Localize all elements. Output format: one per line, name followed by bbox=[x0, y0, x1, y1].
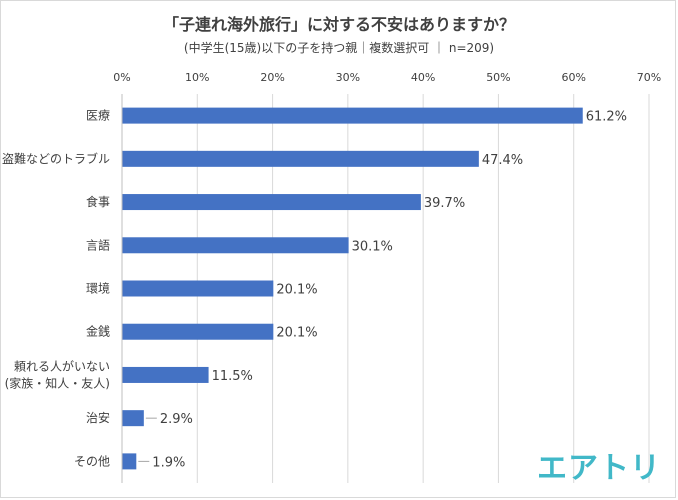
x-tick-label: 60% bbox=[561, 71, 585, 84]
bar bbox=[122, 323, 274, 340]
category-label: 盗難などのトラブル bbox=[2, 151, 110, 166]
category-label: (家族・知人・友人) bbox=[5, 375, 110, 390]
data-label: 1.9% bbox=[152, 455, 185, 470]
x-tick-label: 70% bbox=[637, 71, 661, 84]
data-label: 11.5% bbox=[212, 369, 253, 384]
bar bbox=[122, 194, 421, 211]
chart-subtitle: (中学生(15歳)以下の子を持つ親｜複数選択可 ｜ n=209) bbox=[183, 41, 495, 55]
category-label: 医療 bbox=[86, 109, 110, 123]
airtrip-logo: エアトリ bbox=[537, 451, 661, 486]
category-label: 治安 bbox=[86, 410, 110, 425]
data-label: 30.1% bbox=[352, 239, 393, 254]
data-label: 20.1% bbox=[276, 326, 317, 341]
x-tick-label: 50% bbox=[486, 71, 510, 84]
data-label: 39.7% bbox=[424, 196, 465, 211]
bar bbox=[122, 453, 137, 470]
data-label: 61.2% bbox=[586, 110, 627, 125]
x-tick-label: 10% bbox=[185, 71, 209, 84]
data-label: 2.9% bbox=[160, 412, 193, 427]
bar bbox=[122, 237, 349, 254]
bar bbox=[122, 280, 274, 297]
x-tick-label: 0% bbox=[113, 71, 130, 84]
bar bbox=[122, 410, 144, 427]
category-label: 頼れる人がいない bbox=[14, 358, 110, 373]
category-label: 食事 bbox=[86, 194, 110, 209]
data-label: 20.1% bbox=[276, 283, 317, 298]
bar bbox=[122, 150, 479, 167]
x-tick-label: 30% bbox=[336, 71, 360, 84]
data-label: 47.4% bbox=[482, 153, 523, 168]
bar bbox=[122, 366, 209, 383]
category-label: 環境 bbox=[86, 281, 110, 296]
x-tick-label: 20% bbox=[260, 71, 284, 84]
x-tick-label: 40% bbox=[411, 71, 435, 84]
category-label: 金銭 bbox=[86, 324, 110, 339]
bar bbox=[122, 107, 583, 124]
category-label: その他 bbox=[74, 454, 110, 468]
chart-title: 「子連れ海外旅行」に対する不安はありますか？ bbox=[162, 15, 515, 34]
category-label: 言語 bbox=[86, 237, 110, 252]
